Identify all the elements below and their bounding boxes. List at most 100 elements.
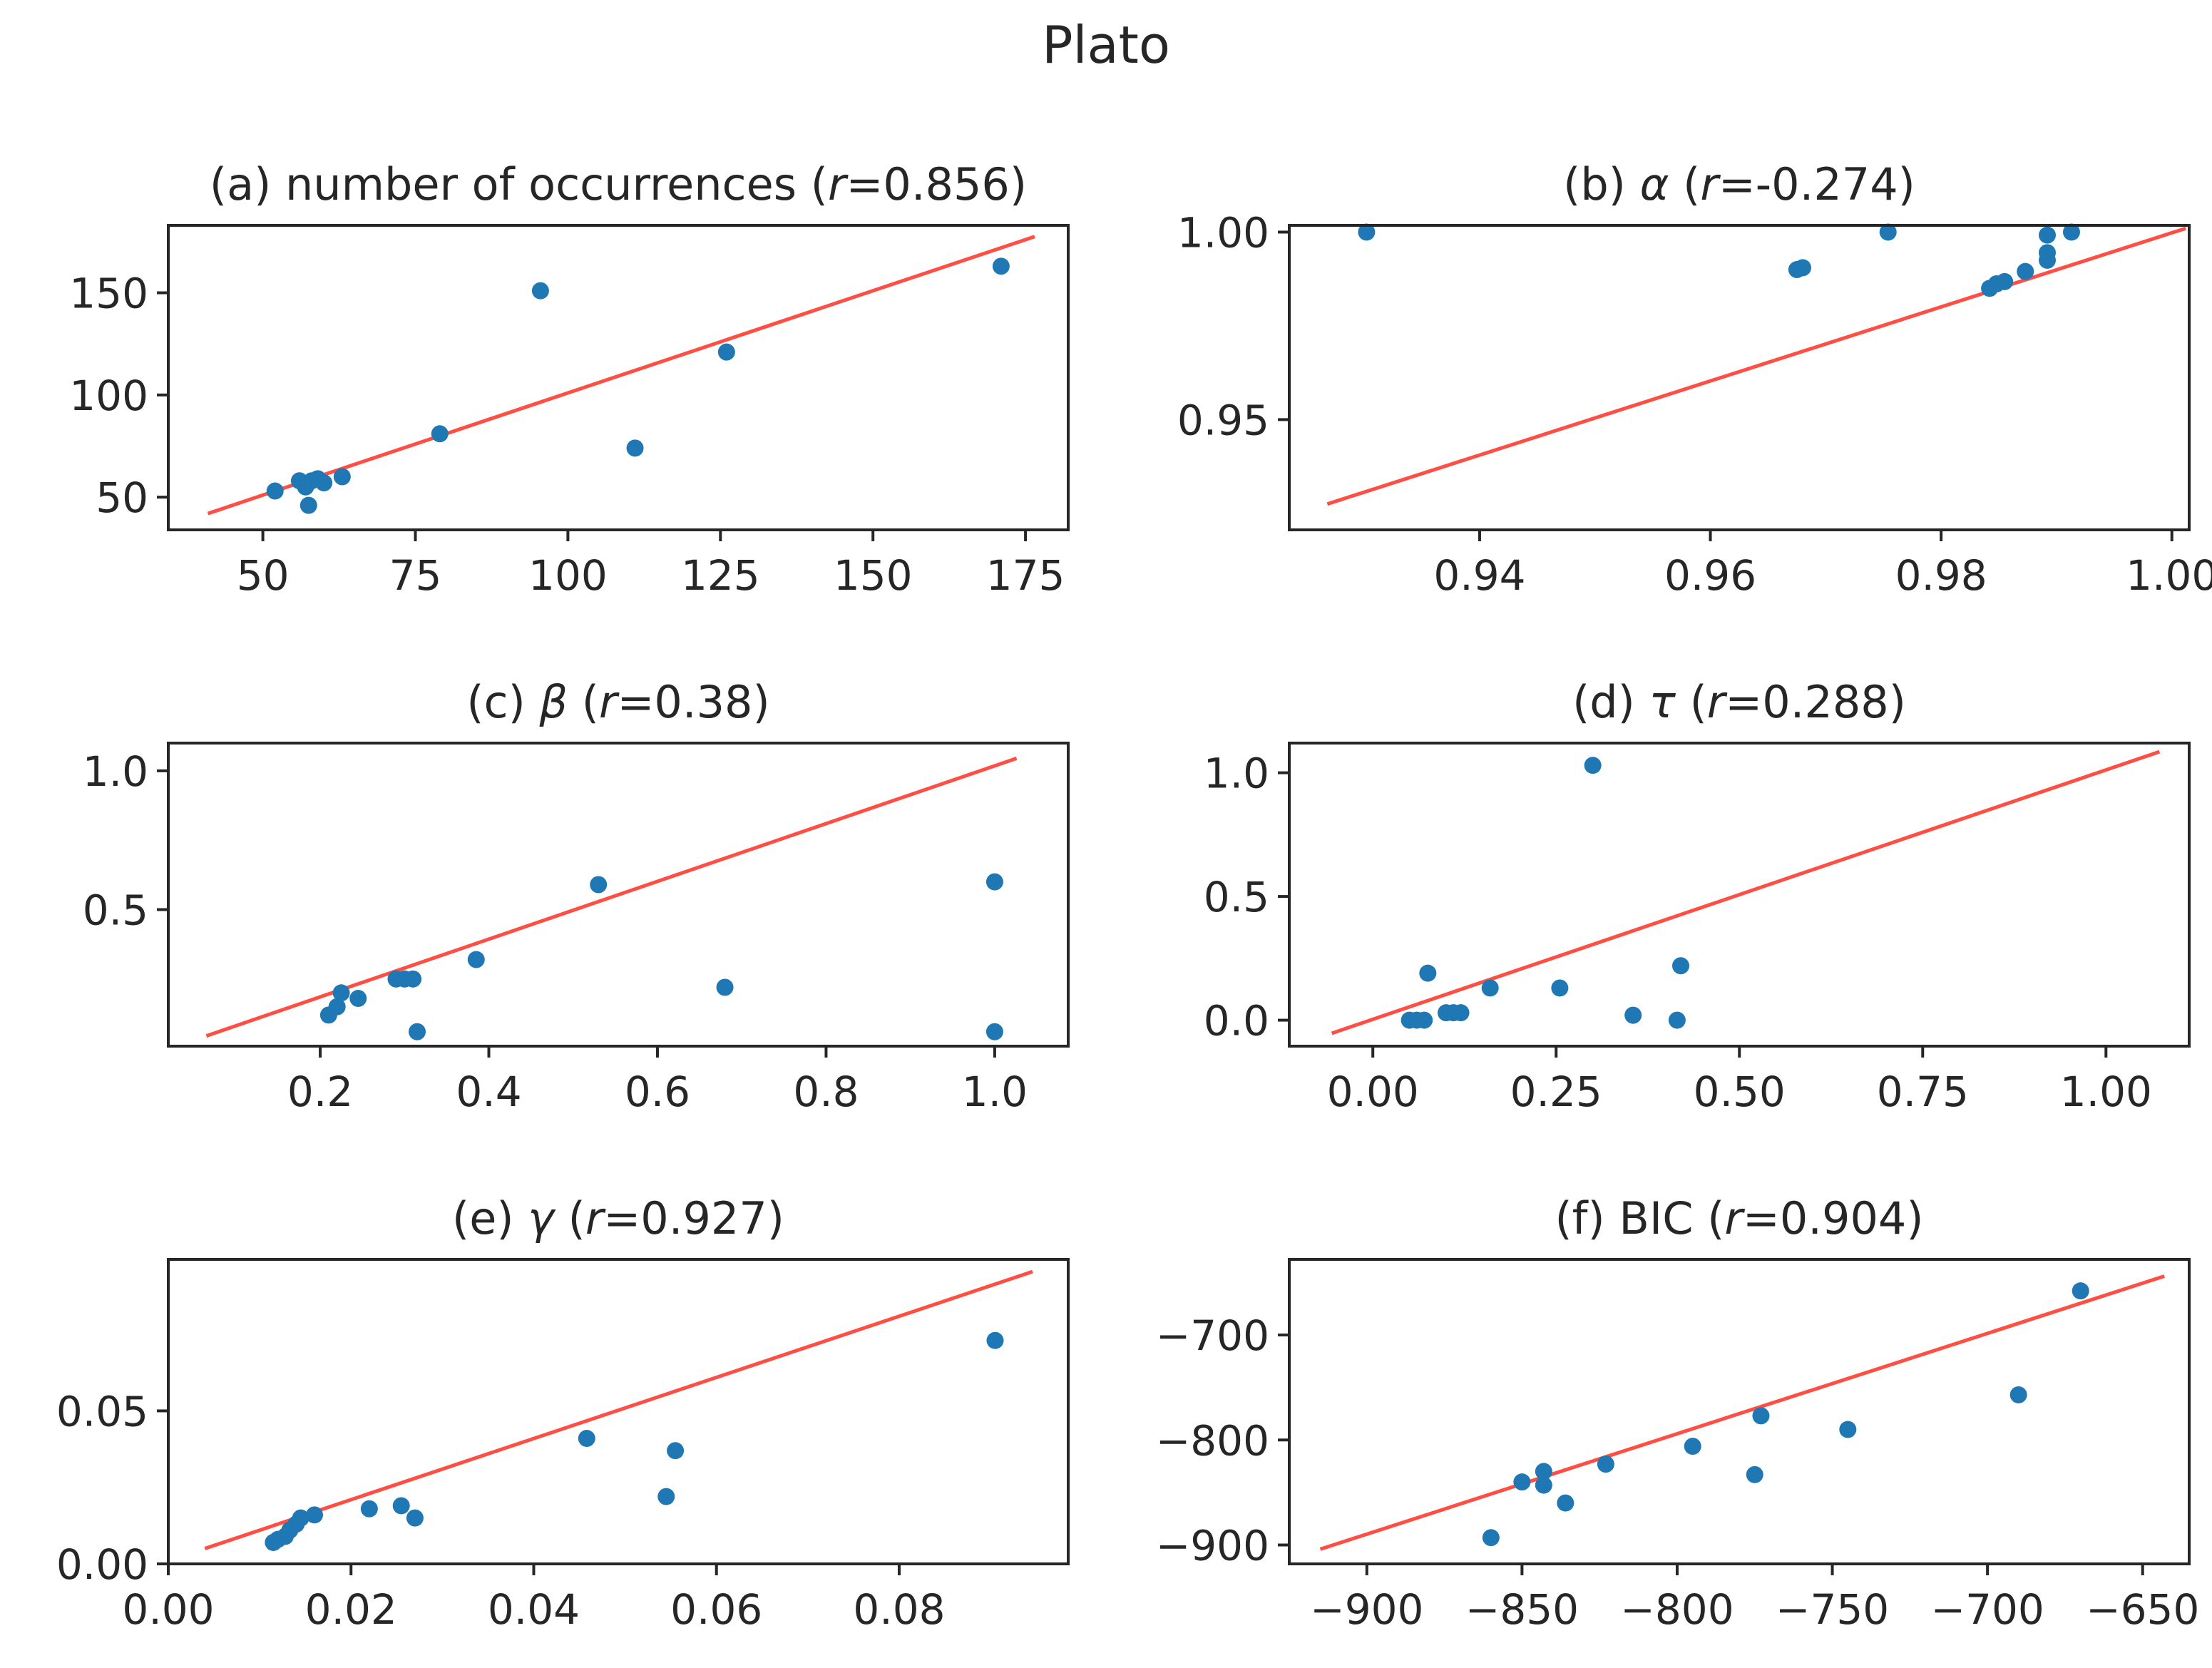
panel-f-ytick-label: −700 <box>1156 1311 1269 1360</box>
panel-e-xtick-label: 0.04 <box>488 1585 580 1634</box>
panel-e-title-part: r <box>585 1192 606 1244</box>
panel-d-fit-line <box>1331 749 2161 1035</box>
panel-d-ytick-label: 1.0 <box>1204 749 1269 798</box>
panel-b-point <box>1358 223 1376 241</box>
panel-d-title-part: =0.288) <box>1725 676 1906 728</box>
panel-c-point <box>716 978 734 996</box>
panel-a-point <box>717 343 735 361</box>
panel-f-point <box>2072 1282 2089 1300</box>
panel-c-point <box>404 970 422 988</box>
panel-d-title-part: (d) <box>1572 676 1649 728</box>
panel-a-ytick-label: 50 <box>96 474 148 522</box>
panel-c-xtick-label: 0.4 <box>456 1068 521 1116</box>
panel-c-xtick-label: 0.2 <box>287 1068 353 1116</box>
panel-e-point <box>392 1497 410 1515</box>
panel-d-point <box>1551 979 1569 997</box>
panel-f-ytick-label: −900 <box>1156 1521 1269 1570</box>
panel-f-point <box>1535 1463 1552 1480</box>
panel-d-xtick-label: 0.25 <box>1510 1068 1602 1116</box>
panel-d-ytick-label: 0.5 <box>1204 873 1269 921</box>
panel-a: (a) number of occurrences (r=0.856) 50 75 1… <box>69 158 1070 600</box>
panel-f-xtick-label: −800 <box>1620 1585 1734 1634</box>
figure-title: Plato <box>1042 15 1170 75</box>
panel-c: (c) β (r=0.38) 0.2 0.4 0.6 0.8 1.0 0.5 1.0 <box>83 676 1070 1116</box>
panel-b-fit-line <box>1326 226 2186 506</box>
panel-a-point <box>531 282 549 300</box>
panel-c-title-part: =0.38) <box>617 676 769 728</box>
panel-c-title: (c) β (r=0.38) <box>466 676 769 728</box>
panel-d-point <box>1672 957 1690 975</box>
panel-a-point <box>992 257 1010 275</box>
panel-b-title: (b) α (r=-0.274) <box>1563 158 1915 210</box>
panel-e-title-part: (e) <box>452 1192 528 1244</box>
panel-f-point <box>2009 1386 2027 1403</box>
panel-c-point <box>332 984 350 1002</box>
panel-d-point <box>1481 979 1499 997</box>
panel-d-title-part: τ <box>1649 676 1676 728</box>
panel-a-ytick-label: 100 <box>69 372 148 420</box>
panel-c-point <box>590 876 608 894</box>
panel-e-title-part: =0.927) <box>603 1192 784 1244</box>
panel-b-xtick-label: 0.98 <box>1895 551 1987 600</box>
panel-b: (b) α (r=-0.274) 0.94 0.96 0.98 1.00 0.95 1.00 <box>1177 158 2212 600</box>
panel-d-xtick-label: 1.00 <box>2060 1068 2152 1116</box>
panel-e-point <box>657 1488 675 1505</box>
panel-a-point <box>333 468 351 486</box>
panel-e-xtick-label: 0.06 <box>670 1585 762 1634</box>
panel-b-title-part: α <box>1640 158 1669 210</box>
panel-c-ytick-label: 1.0 <box>83 747 148 796</box>
panel-d-title-part: ( <box>1676 676 1707 728</box>
panel-b-point <box>1996 272 2014 290</box>
panel-e-point <box>986 1331 1004 1349</box>
panel-b-xtick-label: 0.94 <box>1433 551 1525 600</box>
panel-e-point <box>292 1509 309 1527</box>
panel-f-axes-frame <box>1288 1258 2191 1565</box>
panel-c-point <box>467 951 485 968</box>
panel-f-point <box>1535 1476 1552 1494</box>
panel-f-point <box>1513 1473 1531 1491</box>
panel-c-point <box>349 990 367 1008</box>
panel-f-point <box>1597 1455 1614 1473</box>
panel-b-ytick-label: 1.00 <box>1177 208 1269 257</box>
panel-b-title-part: (b) <box>1563 158 1639 210</box>
panel-a-ytick-label: 150 <box>69 270 148 318</box>
panel-e-xtick-label: 0.00 <box>122 1585 214 1634</box>
panel-e: (e) γ (r=0.927) 0.00 0.02 0.04 0.06 0.08 0.00 0… <box>56 1192 1070 1634</box>
panel-c-point <box>985 873 1003 891</box>
panel-f-point <box>1746 1465 1763 1483</box>
panel-f-xtick-label: −900 <box>1310 1585 1423 1634</box>
panel-e-xtick-label: 0.02 <box>305 1585 397 1634</box>
panel-d-point <box>1624 1006 1642 1024</box>
panel-d-xtick-label: 0.50 <box>1694 1068 1786 1116</box>
panel-e-point <box>406 1509 424 1527</box>
panel-a-xtick-label: 100 <box>528 551 608 600</box>
panel-e-title-part: γ <box>528 1192 556 1244</box>
panel-b-point <box>2062 223 2080 241</box>
panel-b-ytick-label: 0.95 <box>1177 396 1269 444</box>
panel-a-point <box>315 474 333 492</box>
panel-c-xtick-label: 1.0 <box>962 1068 1028 1116</box>
panel-b-axes-frame <box>1288 224 2191 531</box>
panel-b-point <box>2017 262 2034 280</box>
panel-c-title-part: β <box>539 676 568 728</box>
panel-d-point <box>1584 757 1602 774</box>
panel-a-title-part: (a) number of occurrences ( <box>210 158 828 210</box>
panel-c-title-part: ( <box>568 676 599 728</box>
panel-d-xtick-label: 0.00 <box>1327 1068 1419 1116</box>
panel-f-point <box>1839 1421 1857 1438</box>
panel-a-point <box>266 482 284 500</box>
panel-a-xtick-label: 175 <box>986 551 1065 600</box>
panel-b-xtick-label: 1.00 <box>2126 551 2212 600</box>
panel-f-title-part: (f) BIC ( <box>1555 1192 1724 1244</box>
panel-b-point <box>2038 226 2056 244</box>
panel-c-ytick-label: 0.5 <box>83 886 148 935</box>
panel-e-point <box>305 1506 323 1524</box>
panel-b-point <box>1793 259 1811 277</box>
panel-c-axes-frame <box>167 742 1070 1048</box>
panel-f-point <box>1684 1438 1701 1455</box>
panel-f-xtick-label: −750 <box>1776 1585 1889 1634</box>
panel-f-xtick-label: −850 <box>1465 1585 1579 1634</box>
panel-a-xtick-label: 125 <box>681 551 760 600</box>
